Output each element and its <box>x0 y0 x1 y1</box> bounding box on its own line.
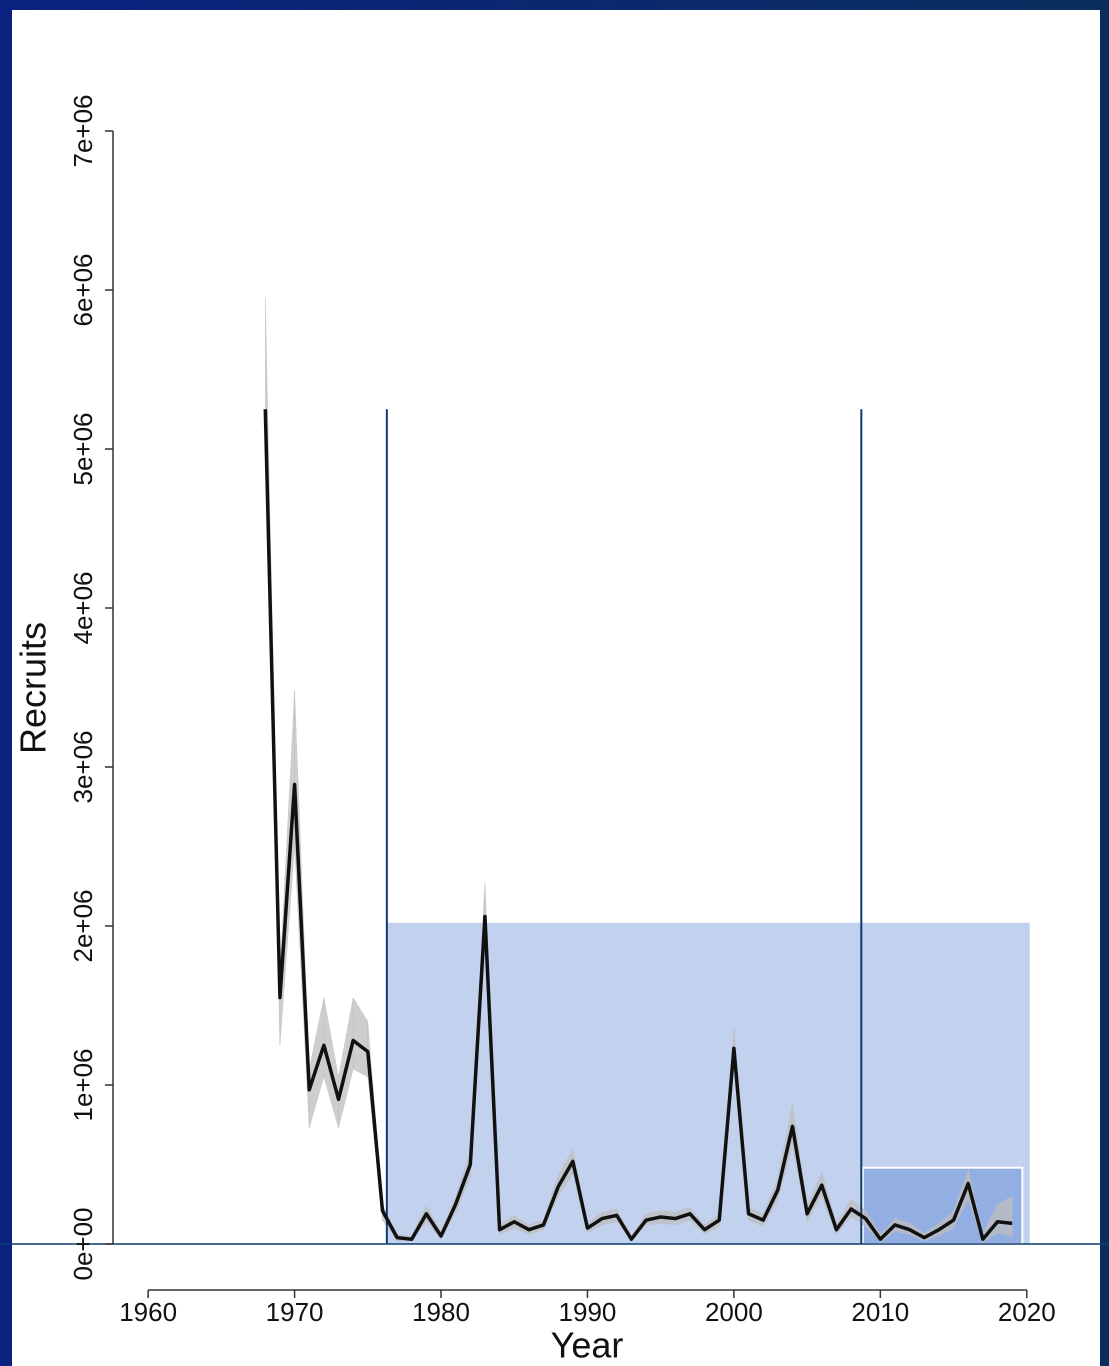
x-tick-label: 2020 <box>998 1297 1056 1327</box>
y-tick-label: 6e+06 <box>68 253 98 326</box>
x-tick-label: 1960 <box>119 1297 177 1327</box>
x-tick-label: 1990 <box>559 1297 617 1327</box>
confidence-band <box>323 997 339 1128</box>
x-tick-label: 2000 <box>705 1297 763 1327</box>
x-tick-label: 2010 <box>851 1297 909 1327</box>
y-tick-label: 7e+06 <box>68 94 98 167</box>
y-tick-label: 2e+06 <box>68 889 98 962</box>
confidence-band <box>352 996 369 1078</box>
y-tick-label: 1e+06 <box>68 1048 98 1121</box>
x-tick-label: 1970 <box>266 1297 324 1327</box>
y-axis-label: Recruits <box>13 622 54 754</box>
y-tick-label: 4e+06 <box>68 571 98 644</box>
y-tick-label: 3e+06 <box>68 730 98 803</box>
x-axis-label: Year <box>551 1325 624 1366</box>
x-tick-label: 1980 <box>412 1297 470 1327</box>
line <box>263 409 1013 1241</box>
y-tick-label: 0e+00 <box>68 1207 98 1280</box>
y-tick-label: 5e+06 <box>68 412 98 485</box>
